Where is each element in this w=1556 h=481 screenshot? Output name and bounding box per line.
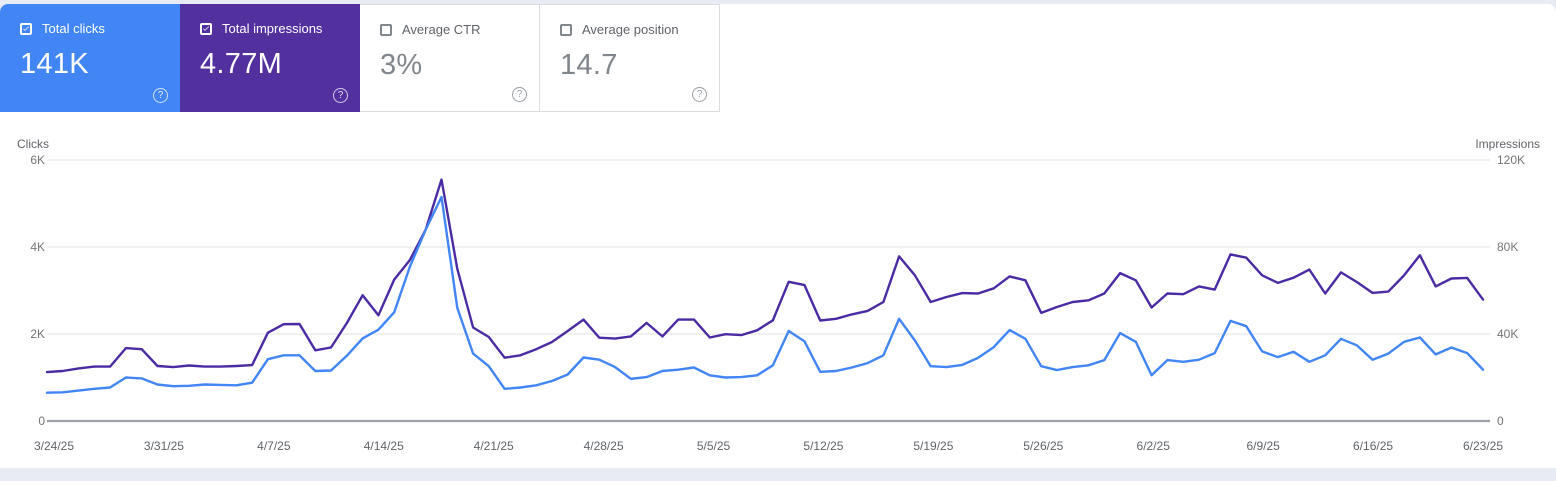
help-icon[interactable]: ?	[692, 87, 707, 102]
card-header: Average CTR	[380, 22, 525, 37]
card-label: Average CTR	[402, 22, 481, 37]
card-average-ctr[interactable]: Average CTR 3% ?	[360, 4, 540, 112]
card-value: 4.77M	[200, 48, 283, 80]
right-axis-tick-label: 120K	[1497, 153, 1526, 167]
card-value: 3%	[380, 49, 423, 81]
card-header: Average position	[560, 22, 705, 37]
x-axis-tick-label: 3/31/25	[143, 439, 184, 453]
metric-cards-row: Total clicks 141K ? Total impressions 4.…	[0, 4, 1556, 112]
right-axis-tick-label: 80K	[1497, 240, 1519, 254]
left-axis-tick-label: 6K	[30, 153, 45, 167]
checkbox-unchecked-icon[interactable]	[380, 23, 392, 36]
x-axis-tick-label: 5/12/25	[803, 439, 844, 453]
right-axis-tick-label: 40K	[1497, 327, 1519, 341]
x-axis-tick-label: 5/26/25	[1023, 439, 1064, 453]
left-axis-title: Clicks	[17, 137, 49, 151]
chart-region: Clicks Impressions 6K 4K 2K 0 120K 80K 40K 0 3…	[0, 112, 1556, 468]
card-total-clicks[interactable]: Total clicks 141K ?	[0, 4, 180, 112]
x-axis-tick-label: 6/23/25	[1462, 439, 1504, 453]
right-axis-tick-label: 0	[1497, 414, 1504, 428]
card-value: 141K	[20, 48, 89, 80]
card-total-impressions[interactable]: Total impressions 4.77M ?	[180, 4, 360, 112]
x-axis-tick-label: 6/9/25	[1246, 439, 1280, 453]
checkbox-checked-icon[interactable]	[200, 22, 212, 35]
checkbox-checked-icon[interactable]	[20, 22, 32, 35]
x-axis-tick-label: 6/2/25	[1136, 439, 1170, 453]
card-header: Total impressions	[200, 21, 346, 36]
card-label: Total clicks	[42, 21, 105, 36]
help-icon[interactable]: ?	[333, 88, 348, 103]
x-axis-tick-label: 4/28/25	[583, 439, 624, 453]
impressions-line	[45, 178, 1485, 374]
performance-line-chart[interactable]	[0, 112, 1556, 468]
left-axis-tick-label: 2K	[30, 327, 45, 341]
card-label: Total impressions	[222, 21, 323, 36]
x-axis-tick-label: 5/5/25	[696, 439, 731, 453]
card-average-position[interactable]: Average position 14.7 ?	[540, 4, 720, 112]
performance-panel: Total clicks 141K ? Total impressions 4.…	[0, 4, 1556, 468]
card-value: 14.7	[560, 49, 618, 81]
left-axis-tick-label: 0	[38, 414, 45, 428]
left-axis-tick-label: 4K	[30, 240, 45, 254]
x-axis-tick-label: 5/19/25	[913, 439, 954, 453]
clicks-line	[45, 195, 1485, 394]
right-axis-title: Impressions	[1475, 137, 1540, 151]
card-header: Total clicks	[20, 21, 166, 36]
checkbox-unchecked-icon[interactable]	[560, 23, 572, 36]
x-axis-tick-label: 4/21/25	[473, 439, 514, 453]
x-axis-tick-label: 4/7/25	[257, 439, 291, 453]
x-axis-tick-label: 3/24/25	[33, 439, 75, 453]
x-axis-tick-label: 6/16/25	[1353, 439, 1394, 453]
x-axis-tick-label: 4/14/25	[363, 439, 404, 453]
card-label: Average position	[582, 22, 679, 37]
help-icon[interactable]: ?	[512, 87, 527, 102]
help-icon[interactable]: ?	[153, 88, 168, 103]
